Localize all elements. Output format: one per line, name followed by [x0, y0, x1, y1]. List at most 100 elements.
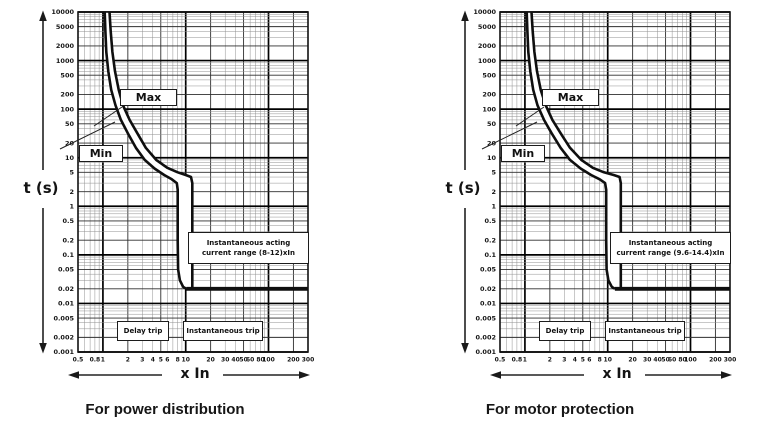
min-curve-label: Min: [79, 145, 123, 162]
svg-text:0.02: 0.02: [480, 285, 496, 293]
svg-text:0.05: 0.05: [58, 266, 75, 274]
svg-text:50: 50: [65, 120, 75, 128]
svg-text:0.1: 0.1: [484, 251, 496, 259]
y-tick-labels: 10000 5000 2000 1000 500 200 100 50 20 10 5 2 1 0.5 0.…: [51, 8, 74, 356]
svg-text:0.5: 0.5: [73, 357, 84, 364]
svg-text:100: 100: [60, 105, 74, 113]
motor-protection-plot: 100005000200010005002001005020105210.50.…: [461, 8, 737, 379]
svg-text:3: 3: [562, 357, 566, 364]
annotation-line1: Instantaneous acting: [206, 238, 291, 247]
svg-text:10: 10: [182, 357, 190, 364]
svg-text:80: 80: [678, 357, 686, 364]
svg-text:10: 10: [604, 357, 612, 364]
chart-caption: For motor protection: [485, 401, 635, 418]
svg-text:1: 1: [101, 357, 105, 364]
svg-text:300: 300: [302, 357, 315, 364]
svg-text:0.2: 0.2: [484, 236, 496, 244]
min-curve-label: Min: [501, 145, 545, 162]
svg-text:0.2: 0.2: [62, 236, 74, 244]
instantaneous-range-annotation: Instantaneous acting current range (8-12…: [188, 232, 309, 264]
x-axis-label: x In: [180, 366, 210, 382]
instantaneous-trip-label: Instantaneous trip: [183, 321, 263, 341]
svg-text:50: 50: [487, 120, 497, 128]
svg-text:20: 20: [65, 139, 75, 147]
svg-text:30: 30: [643, 357, 651, 364]
svg-text:20: 20: [628, 357, 636, 364]
x-axis-arrow: [68, 371, 310, 379]
svg-text:2: 2: [491, 188, 496, 196]
svg-text:300: 300: [724, 357, 737, 364]
svg-text:3: 3: [140, 357, 144, 364]
svg-text:20: 20: [487, 139, 497, 147]
svg-text:5000: 5000: [478, 23, 497, 31]
delay-trip-label: Delay trip: [117, 321, 169, 341]
svg-text:4: 4: [151, 357, 155, 364]
svg-text:0.005: 0.005: [475, 314, 496, 322]
svg-text:60: 60: [668, 357, 676, 364]
svg-text:0.002: 0.002: [53, 334, 74, 342]
svg-text:0.5: 0.5: [484, 217, 496, 225]
svg-text:0.5: 0.5: [62, 217, 74, 225]
svg-text:200: 200: [287, 357, 300, 364]
motor-protection-figure: 10000 5000 2000 1000 500 200 100 50 20 10 5 2 1 0.5 0.…: [422, 0, 752, 425]
svg-text:2: 2: [69, 188, 74, 196]
leader-lines: [59, 106, 123, 150]
svg-text:6: 6: [587, 357, 591, 364]
svg-text:0.001: 0.001: [475, 348, 496, 356]
svg-text:0.8: 0.8: [90, 357, 101, 364]
power-distribution-figure: 10000 5000 2000 1000 500 200 100 50 20 10 5 2 1 0.5 0.…: [0, 0, 330, 425]
svg-text:200: 200: [709, 357, 722, 364]
trip-band: [103, 11, 308, 291]
svg-text:0.8: 0.8: [512, 357, 523, 364]
y-axis-arrow: [461, 10, 469, 354]
svg-text:30: 30: [221, 357, 229, 364]
svg-text:0.02: 0.02: [58, 285, 74, 293]
svg-text:5: 5: [159, 357, 163, 364]
annotation-line2: current range (8-12)xIn: [202, 249, 295, 257]
svg-text:8: 8: [598, 357, 602, 364]
svg-text:5: 5: [491, 169, 496, 177]
svg-text:10: 10: [65, 154, 75, 162]
svg-text:50: 50: [661, 357, 669, 364]
svg-text:60: 60: [246, 357, 254, 364]
svg-text:200: 200: [482, 91, 496, 99]
svg-text:2: 2: [548, 357, 552, 364]
instantaneous-trip-label: Instantaneous trip: [605, 321, 685, 341]
svg-text:80: 80: [256, 357, 264, 364]
svg-text:0.1: 0.1: [62, 251, 74, 259]
max-curve-label: Max: [120, 89, 177, 106]
instantaneous-range-annotation: Instantaneous acting current range (9.6-…: [610, 232, 731, 264]
x-axis-label: x In: [602, 366, 632, 382]
svg-text:500: 500: [482, 71, 496, 79]
svg-text:10000: 10000: [473, 8, 496, 16]
svg-text:1000: 1000: [56, 57, 75, 65]
svg-text:100: 100: [262, 357, 275, 364]
svg-text:20: 20: [206, 357, 214, 364]
svg-text:0.005: 0.005: [53, 314, 74, 322]
svg-text:2000: 2000: [478, 42, 497, 50]
y-axis-label: t (s): [23, 179, 59, 197]
delay-trip-label: Delay trip: [539, 321, 591, 341]
y-axis-label: t (s): [445, 179, 481, 197]
svg-text:2000: 2000: [56, 42, 75, 50]
svg-text:0.01: 0.01: [58, 300, 75, 308]
svg-text:2: 2: [126, 357, 130, 364]
svg-text:4: 4: [573, 357, 577, 364]
svg-text:0.002: 0.002: [475, 334, 496, 342]
y-axis-arrow: [39, 10, 47, 354]
svg-text:200: 200: [60, 91, 74, 99]
power-distribution-plot: 100005000200010005002001005020105210.50.…: [39, 8, 315, 379]
svg-text:5: 5: [581, 357, 585, 364]
annotation-line1: Instantaneous acting: [628, 238, 713, 247]
svg-text:5: 5: [69, 169, 74, 177]
svg-text:8: 8: [176, 357, 180, 364]
leader-lines: [481, 106, 545, 150]
svg-text:1: 1: [69, 203, 74, 211]
y-tick-labels: 10000 5000 2000 1000 500 200 100 50 20 10 5 2 1 0.5 0.…: [473, 8, 496, 356]
svg-text:6: 6: [165, 357, 169, 364]
svg-text:500: 500: [60, 71, 74, 79]
svg-text:0.05: 0.05: [480, 266, 497, 274]
